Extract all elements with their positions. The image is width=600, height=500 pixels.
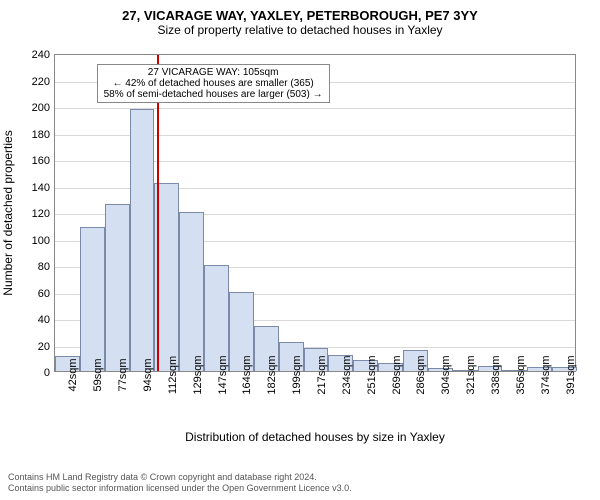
x-axis-label: Distribution of detached houses by size … (54, 430, 576, 444)
ytick-label: 200 (32, 102, 50, 114)
xtick-label: 304sqm (440, 355, 452, 394)
xtick-label: 147sqm (217, 355, 229, 394)
ytick-label: 120 (32, 208, 50, 220)
annotation-line: 27 VICARAGE WAY: 105sqm (104, 67, 323, 78)
xtick-label: 77sqm (117, 358, 129, 391)
annotation-line: ← 42% of detached houses are smaller (36… (104, 78, 323, 89)
ytick-label: 140 (32, 182, 50, 194)
ytick-label: 40 (38, 314, 50, 326)
xtick-label: 164sqm (241, 355, 253, 394)
xtick-label: 182sqm (266, 355, 278, 394)
y-axis-label: Number of detached properties (1, 130, 15, 295)
ytick-label: 80 (38, 261, 50, 273)
histogram-bar (105, 204, 130, 371)
xtick-label: 356sqm (515, 355, 527, 394)
xtick-label: 199sqm (291, 355, 303, 394)
ytick-label: 20 (38, 341, 50, 353)
xtick-label: 42sqm (67, 358, 79, 391)
xtick-label: 321sqm (465, 355, 477, 394)
ytick-label: 240 (32, 49, 50, 61)
xtick-label: 338sqm (490, 355, 502, 394)
xtick-label: 217sqm (316, 355, 328, 394)
chart-subtitle: Size of property relative to detached ho… (0, 23, 600, 37)
annotation-box: 27 VICARAGE WAY: 105sqm← 42% of detached… (97, 64, 330, 103)
ytick-label: 220 (32, 76, 50, 88)
xtick-label: 391sqm (565, 355, 577, 394)
annotation-line: 58% of semi-detached houses are larger (… (104, 89, 323, 100)
histogram-bar (179, 212, 204, 371)
ytick-label: 160 (32, 155, 50, 167)
plot-area: 02040608010012014016018020022024042sqm59… (54, 54, 576, 372)
histogram-bar (130, 109, 155, 371)
xtick-label: 286sqm (415, 355, 427, 394)
ytick-label: 0 (44, 367, 50, 379)
ytick-label: 60 (38, 288, 50, 300)
xtick-label: 94sqm (142, 358, 154, 391)
xtick-label: 269sqm (391, 355, 403, 394)
ytick-label: 100 (32, 235, 50, 247)
xtick-label: 112sqm (167, 356, 179, 394)
property-size-chart: 27, VICARAGE WAY, YAXLEY, PETERBOROUGH, … (0, 8, 600, 468)
chart-title: 27, VICARAGE WAY, YAXLEY, PETERBOROUGH, … (0, 8, 600, 23)
xtick-label: 374sqm (540, 355, 552, 394)
footnote: Contains HM Land Registry data © Crown c… (8, 472, 592, 494)
histogram-bar (80, 227, 105, 371)
xtick-label: 59sqm (92, 358, 104, 391)
footnote-line: Contains HM Land Registry data © Crown c… (8, 472, 592, 483)
xtick-label: 129sqm (192, 355, 204, 394)
footnote-line: Contains public sector information licen… (8, 483, 592, 494)
ytick-label: 180 (32, 129, 50, 141)
xtick-label: 234sqm (341, 355, 353, 394)
xtick-label: 251sqm (366, 355, 378, 394)
